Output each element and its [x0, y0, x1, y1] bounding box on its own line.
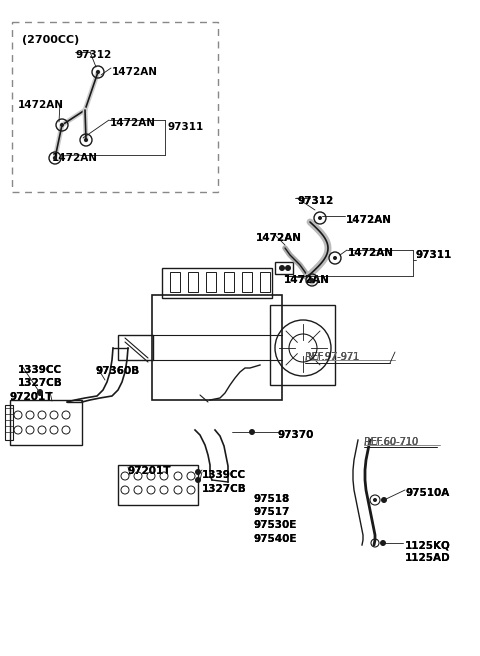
Text: 97510A: 97510A	[405, 488, 449, 498]
Text: 1472AN: 1472AN	[112, 67, 158, 77]
Bar	[260, 272, 270, 292]
Bar	[170, 272, 180, 292]
Text: 1472AN: 1472AN	[284, 275, 330, 285]
Text: 1472AN: 1472AN	[256, 233, 302, 243]
Text: 1472AN: 1472AN	[52, 153, 98, 163]
Text: 1339CC: 1339CC	[18, 365, 62, 375]
Circle shape	[285, 265, 291, 271]
Text: 97360B: 97360B	[95, 366, 139, 376]
Bar	[270, 305, 335, 385]
Text: 1327CB: 1327CB	[202, 484, 247, 494]
Text: REF.60-710: REF.60-710	[364, 437, 418, 447]
Text: 97311: 97311	[416, 250, 452, 260]
Text: REF.60-710: REF.60-710	[364, 437, 418, 447]
Bar	[118, 335, 153, 360]
Text: 97312: 97312	[75, 50, 111, 60]
Text: 97360B: 97360B	[95, 366, 139, 376]
Text: 97540E: 97540E	[254, 534, 298, 544]
Circle shape	[318, 216, 322, 220]
Text: 97311: 97311	[168, 122, 204, 132]
Text: 1339CC: 1339CC	[202, 470, 246, 480]
Bar	[152, 295, 282, 400]
Circle shape	[195, 469, 201, 475]
Text: 97311: 97311	[416, 250, 452, 260]
Text: 1125AD: 1125AD	[405, 553, 451, 563]
Bar	[10, 400, 82, 445]
Text: 1339CC: 1339CC	[18, 365, 62, 375]
Text: 1327CB: 1327CB	[202, 484, 247, 494]
Bar	[12, 22, 218, 192]
Circle shape	[195, 477, 201, 483]
Bar	[162, 268, 272, 298]
Text: 1472AN: 1472AN	[284, 275, 330, 285]
Circle shape	[84, 138, 88, 142]
Text: 1472AN: 1472AN	[346, 215, 392, 225]
Bar	[224, 272, 234, 292]
Text: 97201T: 97201T	[10, 392, 53, 402]
Text: REF.97-971: REF.97-971	[305, 352, 360, 362]
Text: 1472AN: 1472AN	[346, 215, 392, 225]
Text: 97201T: 97201T	[128, 466, 171, 476]
Text: 97312: 97312	[297, 196, 333, 206]
Circle shape	[333, 256, 337, 260]
Text: REF.60-710: REF.60-710	[364, 437, 419, 447]
Circle shape	[373, 498, 377, 502]
Circle shape	[96, 70, 100, 74]
Text: 97201T: 97201T	[128, 466, 171, 476]
Bar	[5, 405, 13, 440]
Text: REF.97-971: REF.97-971	[305, 352, 360, 362]
Text: 1327CB: 1327CB	[18, 378, 63, 388]
Text: 97510A: 97510A	[405, 488, 449, 498]
Bar	[275, 262, 293, 274]
Text: 97530E: 97530E	[254, 520, 298, 530]
Circle shape	[37, 390, 43, 396]
Circle shape	[310, 278, 314, 282]
Text: 97517: 97517	[254, 507, 290, 517]
Text: 1472AN: 1472AN	[110, 118, 156, 128]
Text: REF.97-971: REF.97-971	[305, 352, 360, 362]
Bar	[118, 465, 198, 505]
Text: 97518: 97518	[254, 494, 290, 504]
Text: 97540E: 97540E	[254, 534, 298, 544]
Text: 1125KQ: 1125KQ	[405, 540, 451, 550]
Text: 1125AD: 1125AD	[405, 553, 451, 563]
Text: (2700CC): (2700CC)	[22, 35, 79, 45]
Text: 97518: 97518	[254, 494, 290, 504]
Text: 97201T: 97201T	[10, 392, 53, 402]
Circle shape	[279, 265, 285, 271]
Bar	[242, 272, 252, 292]
Text: 1472AN: 1472AN	[348, 248, 394, 258]
Text: 97370: 97370	[278, 430, 314, 440]
Text: 1472AN: 1472AN	[256, 233, 302, 243]
Circle shape	[60, 123, 64, 127]
Text: 1339CC: 1339CC	[202, 470, 246, 480]
Circle shape	[53, 156, 57, 160]
Circle shape	[381, 497, 387, 503]
Text: 97517: 97517	[254, 507, 290, 517]
Text: 1327CB: 1327CB	[18, 378, 63, 388]
Text: 97530E: 97530E	[254, 520, 298, 530]
Circle shape	[249, 429, 255, 435]
Text: 97370: 97370	[278, 430, 314, 440]
Circle shape	[37, 389, 43, 395]
Bar	[206, 272, 216, 292]
Text: 1472AN: 1472AN	[18, 100, 64, 110]
Bar	[188, 272, 198, 292]
Text: 1125KQ: 1125KQ	[405, 540, 451, 550]
Text: 97312: 97312	[297, 196, 333, 206]
Circle shape	[380, 540, 386, 546]
Text: 1472AN: 1472AN	[348, 248, 394, 258]
